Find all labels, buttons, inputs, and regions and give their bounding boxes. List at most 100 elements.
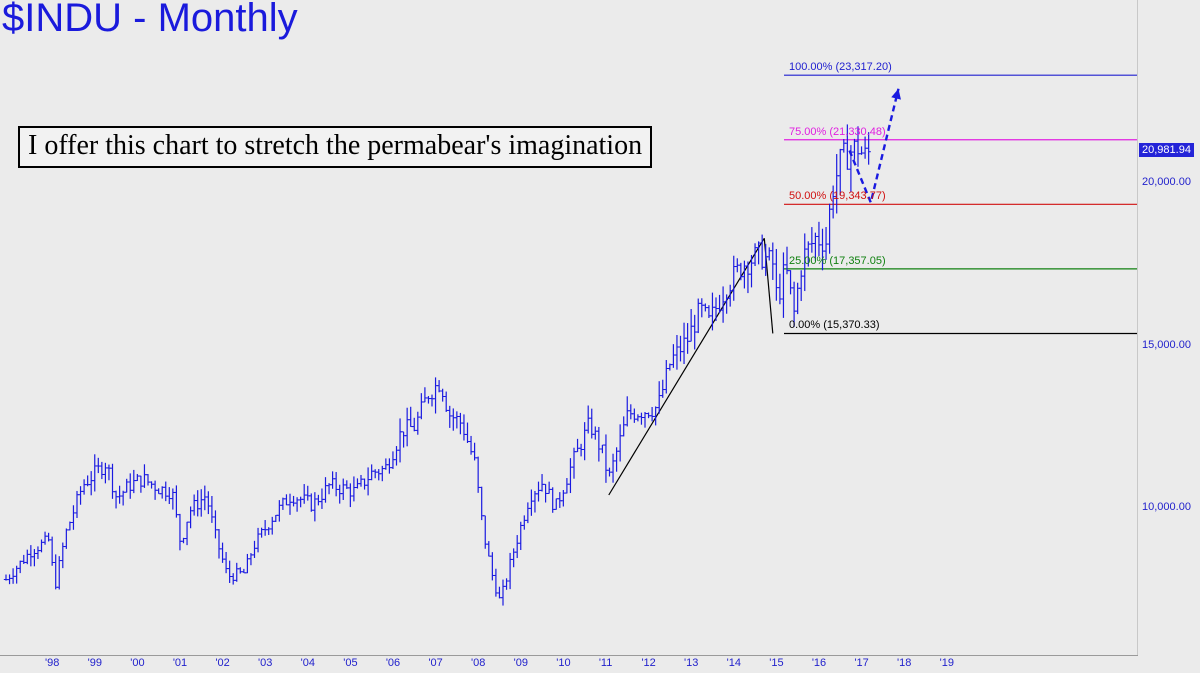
ohlc-bar [859, 146, 864, 155]
ohlc-bar [479, 486, 484, 521]
ohlc-bar [621, 416, 626, 437]
ohlc-bar [280, 497, 286, 510]
projection-path [848, 88, 900, 207]
ohlc-bar [18, 560, 23, 574]
projection-arrowhead [891, 88, 901, 100]
ohlc-bar [383, 458, 389, 470]
ohlc-bar [671, 344, 676, 368]
ohlc-bar [582, 422, 587, 461]
ohlc-bar [156, 488, 161, 495]
ohlc-bar [571, 447, 577, 479]
ohlc-bar [522, 515, 527, 530]
ohlc-bar [561, 490, 566, 507]
fib-label: 75.00% (21,330.48) [789, 125, 886, 138]
ohlc-bar [216, 529, 222, 559]
ohlc-bar [142, 464, 147, 488]
ohlc-bar [749, 254, 754, 288]
ohlc-bar [365, 467, 371, 496]
ohlc-bar [170, 488, 176, 510]
ohlc-bar [664, 360, 669, 394]
ohlc-bar [518, 521, 523, 551]
ohlc-bar [89, 471, 94, 496]
ohlc-bar [852, 138, 857, 160]
x-tick-label: '10 [556, 657, 571, 669]
ohlc-bar [838, 148, 843, 196]
ohlc-bar [96, 457, 101, 474]
ohlc-bar [777, 273, 783, 305]
ohlc-bar [287, 493, 293, 515]
trend-line [608, 237, 765, 496]
ohlc-bar [642, 411, 648, 428]
ohlc-bar [575, 438, 580, 453]
ohlc-bar [440, 388, 445, 402]
ohlc-bar [486, 541, 491, 557]
ohlc-bar [809, 227, 815, 253]
ohlc-bar [245, 553, 250, 574]
ohlc-bar [617, 424, 623, 462]
ohlc-bar [53, 554, 58, 590]
ohlc-bar [110, 463, 115, 499]
y-axis-divider [1137, 0, 1138, 656]
ohlc-bar [209, 496, 215, 523]
ohlc-bar [167, 487, 172, 504]
ohlc-bar [273, 514, 278, 522]
ohlc-bar [103, 462, 108, 484]
ohlc-bar [465, 422, 470, 444]
ohlc-bar [515, 535, 520, 559]
ohlc-bar [277, 500, 282, 522]
x-axis-line [0, 655, 1138, 656]
ohlc-bar [461, 414, 467, 441]
ohlc-bar [35, 546, 41, 559]
ohlc-bar [564, 478, 570, 494]
x-tick-label: '11 [598, 657, 613, 669]
ohlc-bar [227, 560, 232, 583]
ohlc-bar [429, 394, 435, 407]
ohlc-bar [795, 282, 800, 315]
ohlc-bar [199, 489, 204, 517]
ohlc-bar [71, 505, 76, 530]
ohlc-bar [504, 578, 509, 590]
ohlc-bar [390, 451, 396, 469]
ohlc-bar [376, 469, 381, 481]
ohlc-bar [781, 252, 786, 318]
ohlc-bar [39, 539, 44, 553]
x-tick-label: '19 [939, 657, 954, 669]
ohlc-bar [444, 391, 449, 412]
annotation-box: I offer this chart to stretch the permab… [18, 126, 653, 168]
ohlc-bar [28, 545, 34, 567]
ohlc-bar [422, 387, 428, 403]
ohlc-bar [213, 510, 218, 539]
ohlc-bar [593, 426, 598, 440]
x-tick-label: '15 [769, 657, 784, 669]
ohlc-bar [738, 262, 744, 281]
ohlc-bar [266, 527, 271, 535]
ohlc-bar [177, 513, 183, 551]
ohlc-bar [699, 298, 704, 318]
x-tick-label: '01 [172, 657, 188, 669]
ohlc-bar [394, 446, 399, 466]
ohlc-bar [57, 556, 62, 590]
ohlc-bar [603, 434, 609, 483]
ohlc-bar [42, 531, 48, 545]
ohlc-bar [64, 528, 69, 549]
ohlc-bar [124, 478, 129, 493]
ohlc-bar [866, 132, 871, 165]
ohlc-bar [117, 485, 122, 504]
x-tick-label: '02 [215, 657, 230, 669]
ohlc-bar [131, 469, 136, 494]
ohlc-bar [188, 506, 193, 529]
ohlc-bar [270, 516, 275, 535]
last-price-badge: 20,981.94 [1139, 143, 1194, 158]
x-tick-label: '16 [811, 657, 827, 669]
x-tick-label: '14 [726, 657, 741, 669]
ohlc-bar [610, 453, 616, 483]
ohlc-bar [774, 248, 779, 301]
ohlc-bar [191, 494, 197, 516]
ohlc-bar [149, 481, 154, 489]
ohlc-bar [362, 478, 367, 490]
ohlc-bar [358, 474, 364, 487]
x-tick-label: '18 [897, 657, 912, 669]
y-tick-label: 10,000.00 [1142, 501, 1191, 513]
ohlc-bar [600, 444, 605, 454]
